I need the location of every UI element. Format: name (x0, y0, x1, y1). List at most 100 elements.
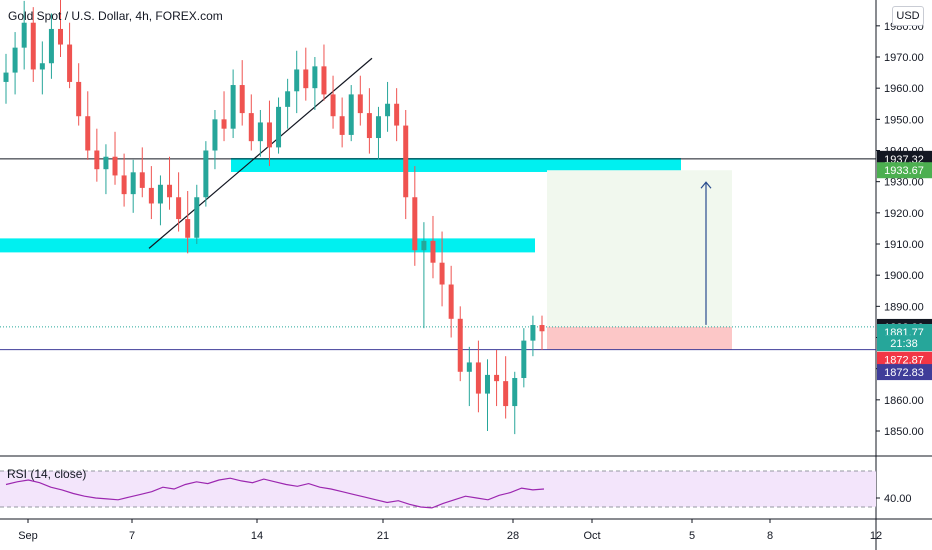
candle-body (503, 381, 509, 407)
rsi-label: RSI (14, close) (7, 467, 87, 481)
price-tick-label: 1960.00 (884, 83, 924, 95)
time-tick-label: 14 (251, 530, 263, 542)
rsi-tick-label: 40.00 (884, 493, 912, 505)
candle-body (421, 240, 427, 251)
candle-body (76, 81, 82, 117)
price-tag: 1933.67 (884, 165, 924, 177)
candle-body (312, 66, 318, 89)
candle-body (239, 85, 245, 114)
candle-body (139, 172, 145, 188)
candle-body (484, 374, 490, 394)
candle-body (285, 91, 291, 107)
candle-body (21, 22, 27, 48)
candle-body (303, 69, 309, 89)
candle-body (530, 325, 536, 341)
rsi-line (5, 477, 545, 509)
currency-button[interactable]: USD (892, 6, 924, 26)
candle-body (321, 66, 327, 95)
candle-body (103, 156, 109, 170)
candle-body (512, 378, 518, 407)
price-tag-bg (877, 364, 932, 381)
candle-body (12, 47, 18, 73)
candle-body (148, 187, 154, 204)
time-axis[interactable]: Sep 7 14 21 28 Oct 5 8 12 (18, 519, 882, 542)
loss-zone (547, 326, 732, 350)
candle-body (294, 69, 300, 92)
candle-body (276, 106, 282, 148)
candle-body (448, 284, 454, 319)
price-tag-bg (877, 335, 932, 352)
price-tag-bg (877, 351, 932, 368)
candle-body (403, 125, 409, 198)
time-tick-label: 5 (689, 530, 695, 542)
candle-body (3, 72, 9, 82)
candle-body (176, 197, 182, 220)
arrow-head (700, 181, 712, 189)
price-tag: 21:38 (890, 338, 918, 350)
candle-body (430, 240, 436, 263)
price-tick-label: 1910.00 (884, 239, 924, 251)
candle-body (385, 103, 391, 117)
candle-body (48, 28, 54, 64)
time-tick-label: 21 (377, 530, 389, 542)
candle-body (266, 122, 272, 148)
price-tick-label: 1920.00 (884, 208, 924, 220)
time-tick-label: Oct (583, 530, 600, 542)
lower-zone (0, 238, 535, 253)
candle-body (121, 175, 127, 195)
candle-body (203, 150, 209, 198)
candle-body (185, 219, 191, 238)
candle-body (439, 262, 445, 285)
chart-title: Gold Spot / U.S. Dollar, 4h, FOREX.com (8, 9, 223, 23)
price-tag-bg (877, 162, 932, 179)
candle-body (221, 119, 227, 129)
candle-body (357, 94, 363, 114)
upper-zone (231, 157, 681, 172)
candle-body (212, 119, 218, 151)
candle-body (466, 362, 472, 372)
candle-body (366, 113, 372, 139)
candle-body (30, 22, 36, 70)
candle-body (339, 116, 345, 135)
price-axis[interactable]: 1850.001860.001870.001880.001890.001900.… (876, 21, 932, 438)
candle-body (412, 197, 418, 251)
candle-body (494, 374, 500, 382)
candle-body (167, 184, 173, 198)
price-tick-label: 1950.00 (884, 114, 924, 126)
candle-body (230, 85, 236, 129)
candle-body (539, 325, 545, 332)
candle-body (130, 172, 136, 195)
price-tag: 1872.87 (884, 355, 924, 367)
profit-zone (547, 170, 732, 327)
price-tick-label: 1890.00 (884, 301, 924, 313)
price-tick-label: 1900.00 (884, 270, 924, 282)
price-tick-label: 1860.00 (884, 395, 924, 407)
rsi-band (0, 471, 876, 507)
time-tick-label: 7 (129, 530, 135, 542)
candle-body (457, 318, 463, 372)
time-tick-label: 28 (507, 530, 519, 542)
candle-body (375, 116, 381, 139)
candle-body (67, 44, 73, 82)
rsi-pane[interactable]: 40.00 (0, 470, 912, 509)
candle-body (94, 150, 100, 170)
price-tick-label: 1850.00 (884, 426, 924, 438)
candle-body (85, 116, 91, 151)
price-tick-label: 1930.00 (884, 177, 924, 189)
candle-body (394, 103, 400, 126)
price-tick-label: 1970.00 (884, 52, 924, 64)
candle-body (521, 340, 527, 379)
candle-body (112, 156, 118, 176)
candle-body (194, 197, 200, 238)
candle-body (475, 362, 481, 394)
time-tick-label: 12 (870, 530, 882, 542)
candle-body (248, 113, 254, 142)
time-tick-label: 8 (767, 530, 773, 542)
time-tick-label: Sep (18, 530, 38, 542)
candle-body (157, 184, 163, 204)
candle-body (348, 94, 354, 135)
price-tag: 1872.83 (884, 367, 924, 379)
